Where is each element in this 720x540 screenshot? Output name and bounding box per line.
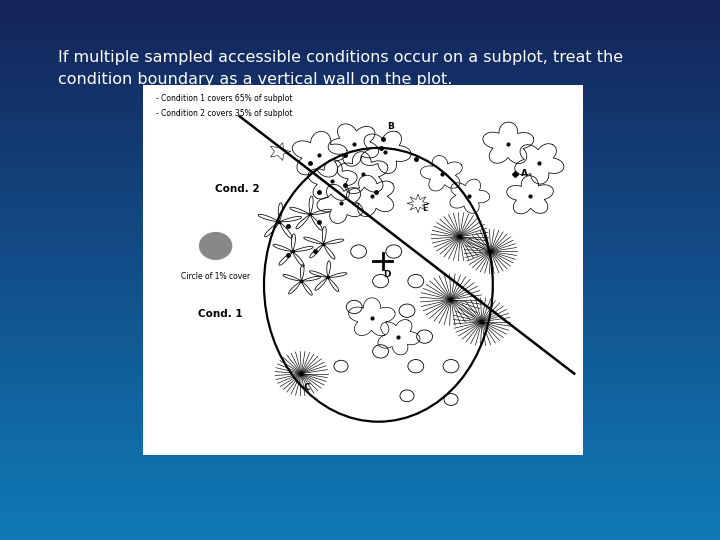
Text: condition boundary as a vertical wall on the plot.: condition boundary as a vertical wall on… bbox=[58, 72, 452, 87]
Text: Cond. 2: Cond. 2 bbox=[215, 184, 260, 194]
Text: Circle of 1% cover: Circle of 1% cover bbox=[181, 272, 250, 281]
Text: - Condition 1 covers 65% of subplot: - Condition 1 covers 65% of subplot bbox=[156, 94, 293, 103]
Text: C: C bbox=[304, 383, 310, 392]
Bar bbox=[143, 85, 583, 455]
Text: B: B bbox=[387, 122, 394, 131]
Text: D: D bbox=[383, 270, 390, 279]
Text: If multiple sampled accessible conditions occur on a subplot, treat the: If multiple sampled accessible condition… bbox=[58, 50, 623, 65]
Text: - Condition 2 covers 35% of subplot: - Condition 2 covers 35% of subplot bbox=[156, 109, 293, 118]
Circle shape bbox=[199, 232, 233, 260]
Text: Cond. 1: Cond. 1 bbox=[198, 309, 243, 319]
Text: E: E bbox=[423, 205, 428, 213]
Text: A: A bbox=[521, 170, 528, 178]
